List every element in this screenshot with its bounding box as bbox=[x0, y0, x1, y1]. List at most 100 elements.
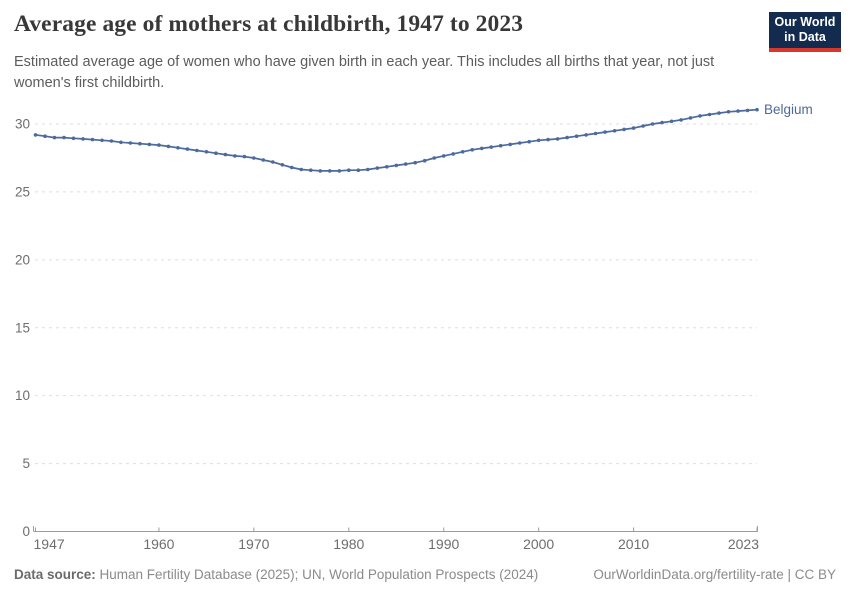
x-tick-label: 1980 bbox=[333, 536, 364, 552]
data-point[interactable] bbox=[366, 167, 370, 172]
y-tick-label: 10 bbox=[15, 388, 30, 403]
data-point[interactable] bbox=[280, 163, 285, 167]
data-point[interactable] bbox=[441, 154, 446, 158]
data-point[interactable] bbox=[498, 143, 503, 148]
data-point[interactable] bbox=[745, 108, 750, 113]
owid-logo-line2: in Data bbox=[784, 30, 826, 44]
data-point[interactable] bbox=[536, 138, 541, 143]
y-tick-label: 15 bbox=[15, 320, 30, 335]
data-point[interactable] bbox=[622, 127, 626, 132]
data-point[interactable] bbox=[337, 169, 342, 173]
data-point[interactable] bbox=[299, 167, 304, 172]
data-point[interactable] bbox=[612, 129, 617, 133]
x-tick-label: 1947 bbox=[34, 536, 65, 552]
y-tick-label: 0 bbox=[22, 524, 30, 539]
data-point[interactable] bbox=[252, 156, 256, 160]
data-point[interactable] bbox=[138, 141, 142, 146]
data-point[interactable] bbox=[707, 112, 712, 117]
data-point[interactable] bbox=[385, 165, 389, 169]
data-point[interactable] bbox=[394, 163, 399, 168]
data-point[interactable] bbox=[195, 148, 199, 153]
data-point[interactable] bbox=[204, 150, 209, 154]
data-point[interactable] bbox=[584, 133, 588, 137]
data-point[interactable] bbox=[290, 165, 294, 170]
data-point[interactable] bbox=[546, 137, 550, 142]
data-point[interactable] bbox=[565, 135, 569, 140]
data-point[interactable] bbox=[574, 134, 579, 138]
data-point[interactable] bbox=[451, 152, 456, 156]
data-point[interactable] bbox=[660, 120, 664, 125]
data-point[interactable] bbox=[517, 141, 522, 145]
x-tick-label: 2023 bbox=[728, 536, 759, 552]
data-point[interactable] bbox=[119, 140, 123, 145]
data-point[interactable] bbox=[641, 124, 645, 128]
data-point[interactable] bbox=[128, 141, 133, 145]
data-point[interactable] bbox=[62, 135, 66, 140]
series-label-belgium[interactable]: Belgium bbox=[764, 102, 813, 117]
data-point[interactable] bbox=[650, 122, 655, 126]
owid-url-license-link[interactable]: OurWorldinData.org/fertility-rate | CC B… bbox=[593, 567, 836, 582]
data-source-value: Human Fertility Database (2025); UN, Wor… bbox=[95, 567, 539, 582]
x-tick-label: 1990 bbox=[428, 536, 459, 552]
data-point[interactable] bbox=[347, 168, 351, 172]
data-point[interactable] bbox=[147, 142, 152, 147]
data-point[interactable] bbox=[422, 158, 427, 163]
data-point[interactable] bbox=[43, 134, 47, 138]
data-point[interactable] bbox=[403, 162, 408, 166]
data-point[interactable] bbox=[309, 168, 313, 172]
x-tick-label: 2010 bbox=[618, 536, 649, 552]
data-point[interactable] bbox=[71, 136, 76, 141]
data-point[interactable] bbox=[318, 169, 323, 173]
data-point[interactable] bbox=[52, 135, 57, 140]
y-tick-label: 5 bbox=[22, 456, 30, 471]
x-tick-label: 1970 bbox=[238, 536, 269, 552]
data-point[interactable] bbox=[603, 130, 607, 134]
data-point[interactable] bbox=[166, 144, 171, 149]
data-point[interactable] bbox=[432, 156, 437, 160]
data-point[interactable] bbox=[593, 131, 598, 136]
data-point[interactable] bbox=[261, 158, 266, 162]
data-point[interactable] bbox=[508, 142, 512, 147]
data-point[interactable] bbox=[375, 166, 380, 170]
data-point[interactable] bbox=[479, 146, 484, 151]
data-line-belgium[interactable] bbox=[35, 108, 758, 172]
data-point[interactable] bbox=[223, 152, 228, 157]
data-point[interactable] bbox=[90, 137, 95, 142]
data-point[interactable] bbox=[470, 148, 475, 152]
data-point[interactable] bbox=[157, 143, 161, 147]
owid-logo-line1: Our World bbox=[774, 15, 836, 30]
data-point[interactable] bbox=[413, 160, 418, 165]
data-point[interactable] bbox=[33, 133, 38, 137]
data-point[interactable] bbox=[185, 147, 190, 151]
data-point[interactable] bbox=[81, 137, 85, 141]
data-point[interactable] bbox=[176, 146, 180, 150]
data-point[interactable] bbox=[242, 154, 247, 159]
data-point[interactable] bbox=[233, 154, 237, 158]
data-point[interactable] bbox=[460, 150, 465, 154]
y-tick-label: 25 bbox=[15, 184, 30, 199]
data-point[interactable] bbox=[631, 126, 636, 130]
data-point[interactable] bbox=[109, 139, 114, 143]
data-point[interactable] bbox=[328, 169, 332, 173]
chart-subtitle: Estimated average age of women who have … bbox=[14, 54, 715, 92]
data-point[interactable] bbox=[555, 137, 560, 141]
data-point[interactable] bbox=[669, 119, 674, 124]
data-point[interactable] bbox=[688, 116, 693, 120]
data-source-label: Data source: bbox=[14, 567, 96, 582]
data-point[interactable] bbox=[356, 168, 361, 172]
data-point[interactable] bbox=[271, 160, 275, 164]
data-point[interactable] bbox=[717, 111, 721, 115]
data-point[interactable] bbox=[679, 118, 683, 122]
chart-footer: Data source: Human Fertility Database (2… bbox=[14, 567, 836, 582]
data-point[interactable] bbox=[698, 114, 702, 118]
data-point[interactable] bbox=[726, 110, 731, 114]
data-point[interactable] bbox=[489, 145, 494, 149]
data-point[interactable] bbox=[755, 107, 759, 112]
data-point[interactable] bbox=[527, 139, 531, 144]
data-point[interactable] bbox=[736, 109, 740, 113]
data-point[interactable] bbox=[100, 138, 104, 143]
y-tick-label: 30 bbox=[15, 117, 30, 132]
data-point[interactable] bbox=[214, 151, 218, 155]
